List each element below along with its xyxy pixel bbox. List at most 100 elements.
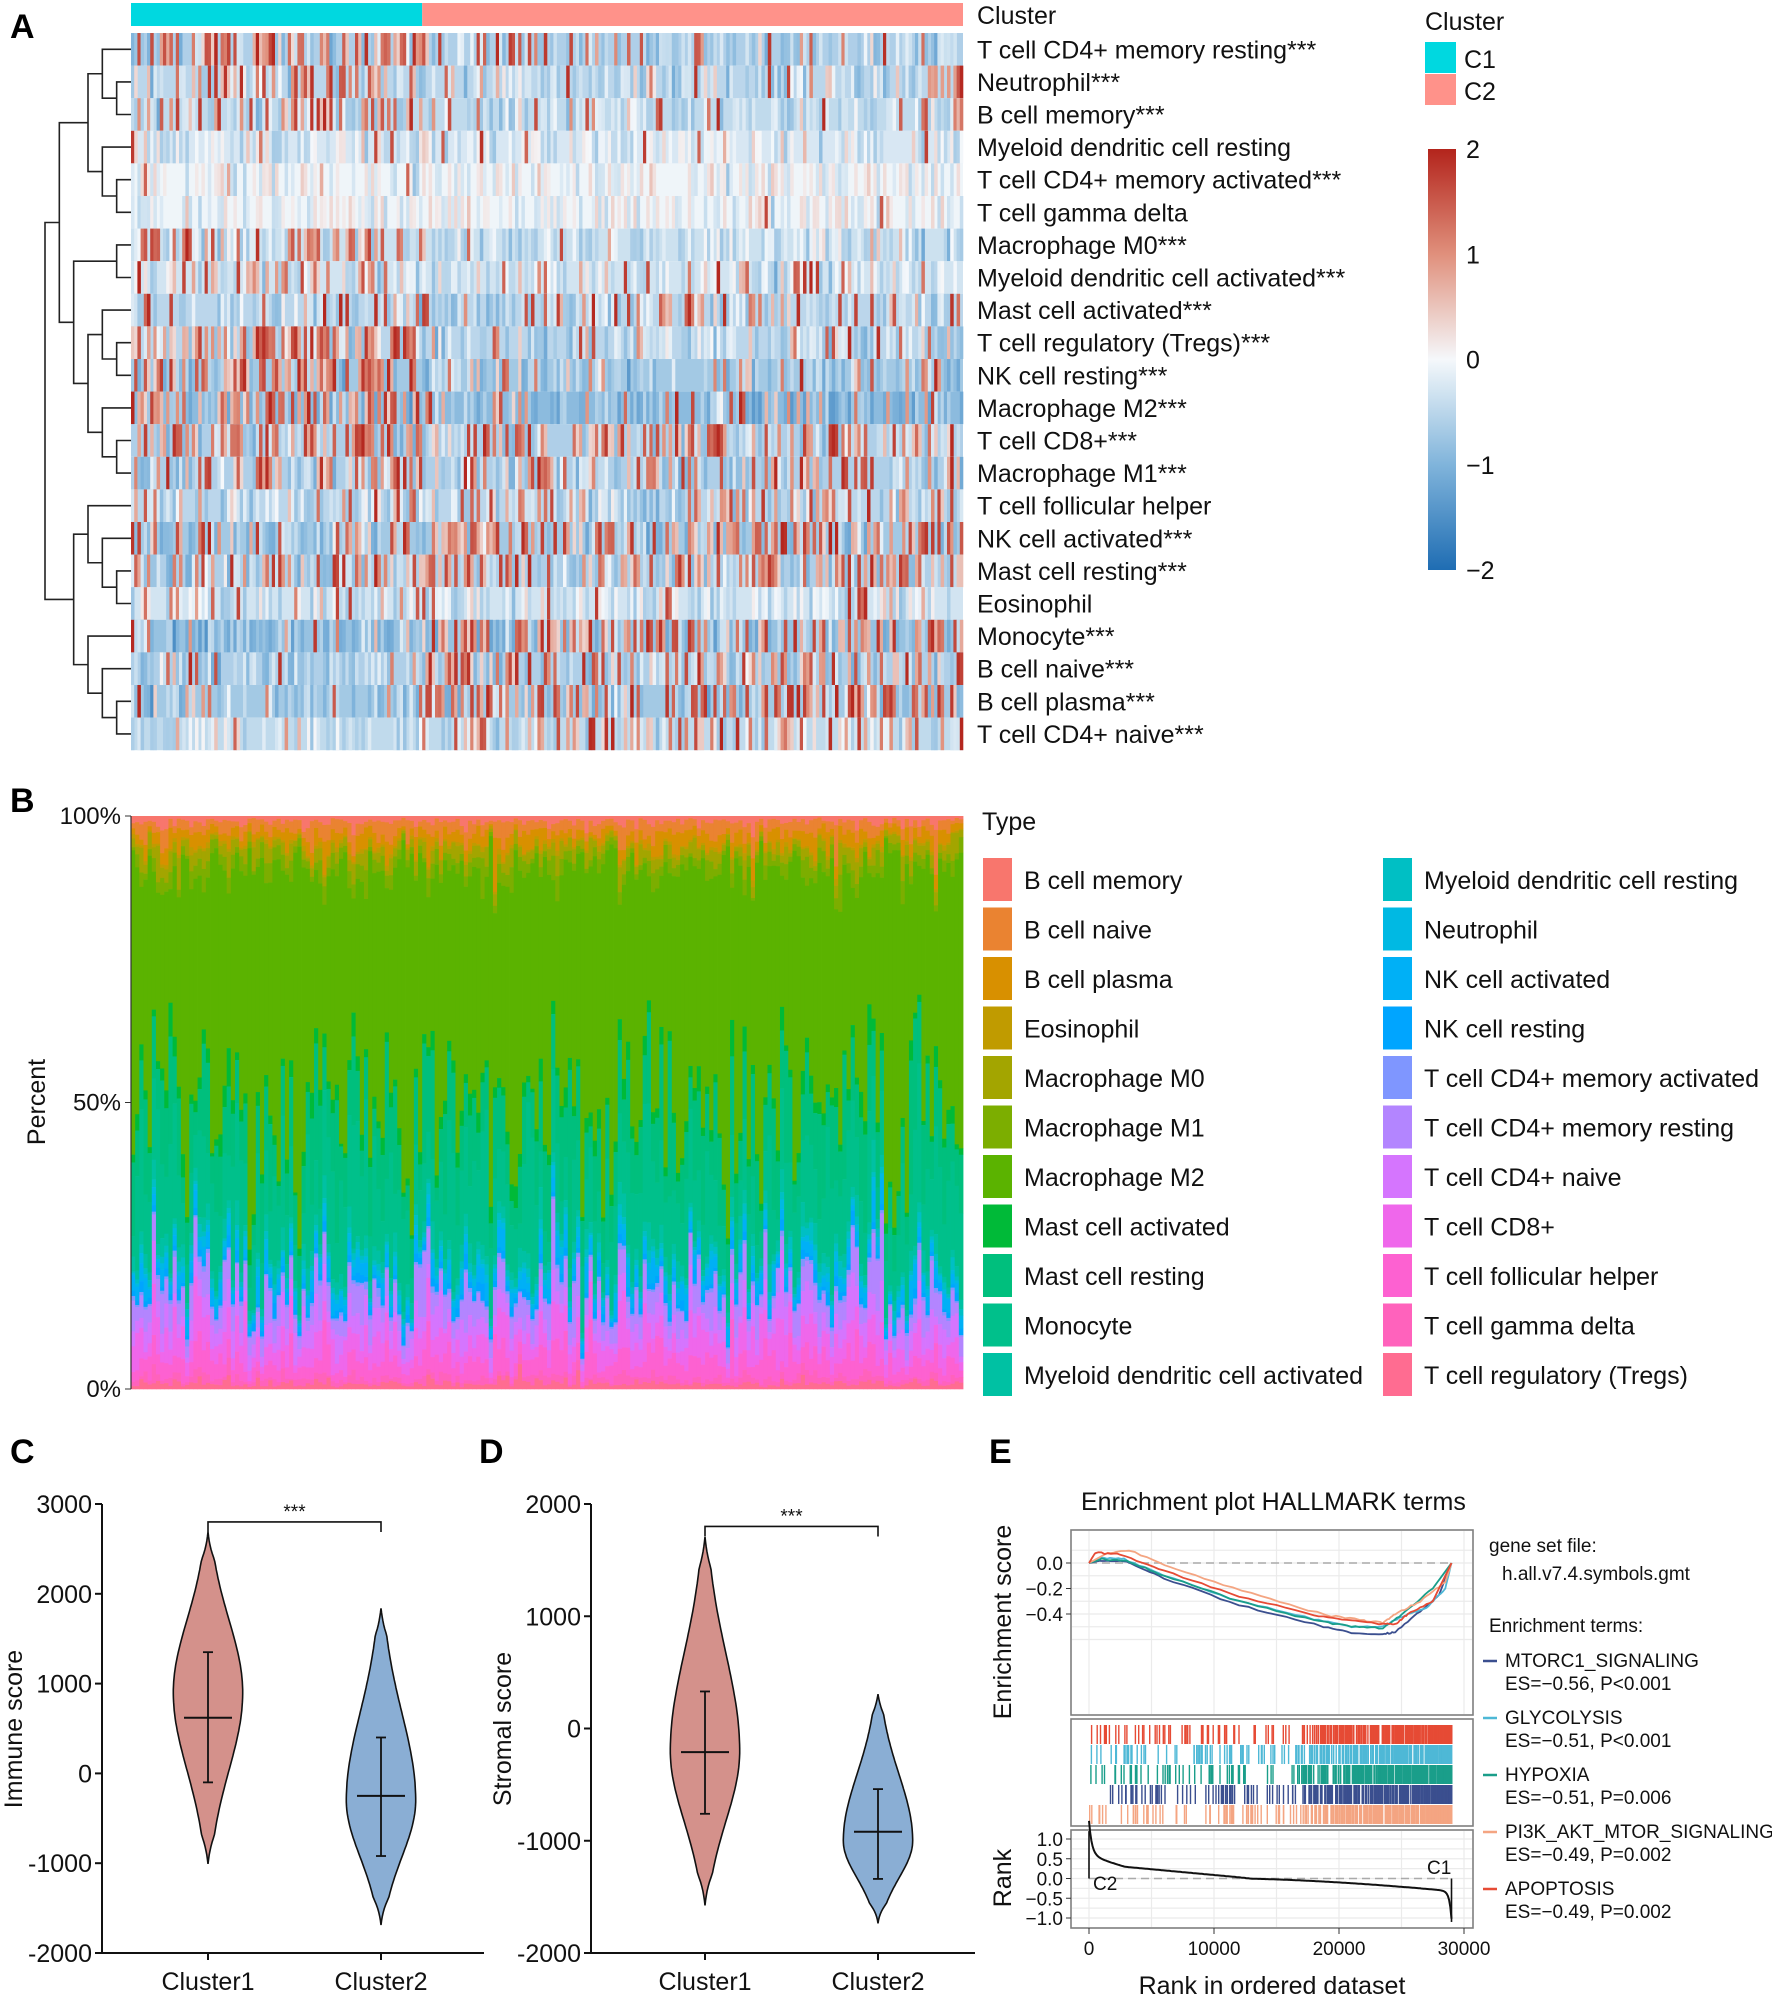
heatmap-cell bbox=[799, 717, 804, 751]
heatmap-cell bbox=[863, 228, 868, 262]
heatmap-cell bbox=[550, 98, 554, 131]
heatmap-cell bbox=[396, 130, 401, 164]
heatmap-cell bbox=[265, 554, 269, 588]
heatmap-cell bbox=[825, 391, 829, 425]
heatmap-cell bbox=[396, 261, 401, 294]
heatmap-cell bbox=[543, 359, 548, 392]
bar-segment bbox=[139, 1379, 144, 1390]
bar-segment bbox=[235, 1262, 240, 1265]
heatmap-cell bbox=[377, 359, 381, 392]
heatmap-cell bbox=[812, 456, 817, 490]
heatmap-cell bbox=[828, 652, 833, 685]
heatmap-cell bbox=[659, 33, 663, 66]
heatmap-cell bbox=[163, 359, 167, 392]
heatmap-cell bbox=[649, 424, 653, 457]
heatmap-cell bbox=[575, 587, 580, 620]
bar-segment bbox=[280, 816, 286, 825]
heatmap-cell bbox=[588, 554, 593, 588]
heatmap-cell bbox=[569, 326, 573, 359]
bar-segment bbox=[168, 1002, 173, 1037]
heatmap-cell bbox=[598, 522, 602, 555]
heatmap-cell bbox=[204, 587, 209, 620]
heatmap-cell bbox=[457, 33, 461, 66]
heatmap-cell bbox=[838, 587, 842, 620]
heatmap-cell bbox=[735, 424, 740, 457]
bar-segment bbox=[135, 1130, 140, 1177]
heatmap-cell bbox=[303, 326, 308, 359]
heatmap-cell bbox=[271, 163, 276, 196]
heatmap-cell bbox=[239, 489, 244, 522]
bar-segment bbox=[197, 831, 203, 847]
bar-segment bbox=[318, 1254, 323, 1258]
heatmap-cell bbox=[396, 489, 401, 522]
heatmap-cell bbox=[467, 456, 471, 490]
heatmap-cell bbox=[499, 163, 503, 196]
heatmap-cell bbox=[239, 33, 244, 66]
heatmap-cell bbox=[803, 391, 807, 425]
heatmap-cell bbox=[319, 391, 324, 425]
heatmap-cell bbox=[281, 424, 285, 457]
heatmap-cell bbox=[604, 326, 609, 359]
heatmap-cell bbox=[409, 196, 413, 229]
heatmap-cell bbox=[147, 359, 151, 392]
heatmap-cell bbox=[294, 522, 298, 555]
heatmap-cell bbox=[310, 130, 314, 164]
heatmap-cell bbox=[319, 587, 324, 620]
heatmap-cell bbox=[294, 587, 298, 620]
heatmap-cell bbox=[953, 717, 957, 751]
heatmap-cell bbox=[527, 293, 532, 327]
heatmap-cell bbox=[246, 130, 250, 164]
heatmap-cell bbox=[454, 522, 458, 555]
bar-segment bbox=[314, 1253, 319, 1258]
heatmap-cell bbox=[585, 130, 589, 164]
heatmap-cell bbox=[841, 489, 845, 522]
heatmap-cell bbox=[515, 685, 519, 718]
heatmap-cell bbox=[614, 619, 618, 653]
heatmap-cell bbox=[131, 130, 135, 164]
heatmap-cell bbox=[409, 33, 413, 66]
bar-segment bbox=[297, 1349, 302, 1358]
heatmap-cell bbox=[876, 522, 881, 555]
bar-segment bbox=[197, 1088, 203, 1131]
heatmap-cell bbox=[579, 196, 583, 229]
stacked-bar bbox=[259, 816, 265, 1390]
bar-segment bbox=[330, 839, 336, 844]
stacked-bar bbox=[297, 816, 302, 1390]
heatmap-cell bbox=[902, 489, 906, 522]
heatmap-cell bbox=[659, 619, 663, 653]
heatmap-cell bbox=[915, 293, 919, 327]
heatmap-cell bbox=[566, 717, 570, 751]
heatmap-cell bbox=[403, 685, 407, 718]
heatmap-cell bbox=[956, 98, 961, 131]
bar-segment bbox=[330, 842, 336, 854]
heatmap-cell bbox=[185, 685, 189, 718]
heatmap-cell bbox=[403, 33, 407, 66]
bar-segment bbox=[330, 1171, 336, 1280]
heatmap-cell bbox=[406, 98, 410, 131]
heatmap-cell bbox=[819, 456, 823, 490]
heatmap-cell bbox=[319, 489, 324, 522]
dendrogram-branch bbox=[115, 439, 131, 474]
heatmap-cell bbox=[675, 685, 679, 718]
heatmap-cell bbox=[303, 522, 308, 555]
heatmap-cell bbox=[905, 65, 909, 99]
heatmap-cell bbox=[579, 33, 583, 66]
bar-segment bbox=[272, 1343, 277, 1354]
bar-segment bbox=[185, 1319, 190, 1337]
heatmap-cell bbox=[652, 65, 657, 99]
heatmap-cell bbox=[806, 228, 810, 262]
heatmap-cell bbox=[329, 554, 333, 588]
heatmap-cell bbox=[620, 424, 625, 457]
stacked-bar bbox=[239, 816, 244, 1390]
bar-segment bbox=[230, 1306, 236, 1332]
heatmap-cell bbox=[172, 489, 177, 522]
cluster-legend-label: C1 bbox=[1464, 46, 1496, 74]
heatmap-cell bbox=[271, 652, 276, 685]
heatmap-cell bbox=[393, 163, 397, 196]
heatmap-cell bbox=[483, 359, 487, 392]
heatmap-cell bbox=[921, 587, 925, 620]
bar-segment bbox=[168, 1277, 173, 1282]
heatmap-cell bbox=[726, 326, 730, 359]
heatmap-cell bbox=[396, 228, 401, 262]
heatmap-cell bbox=[323, 326, 327, 359]
